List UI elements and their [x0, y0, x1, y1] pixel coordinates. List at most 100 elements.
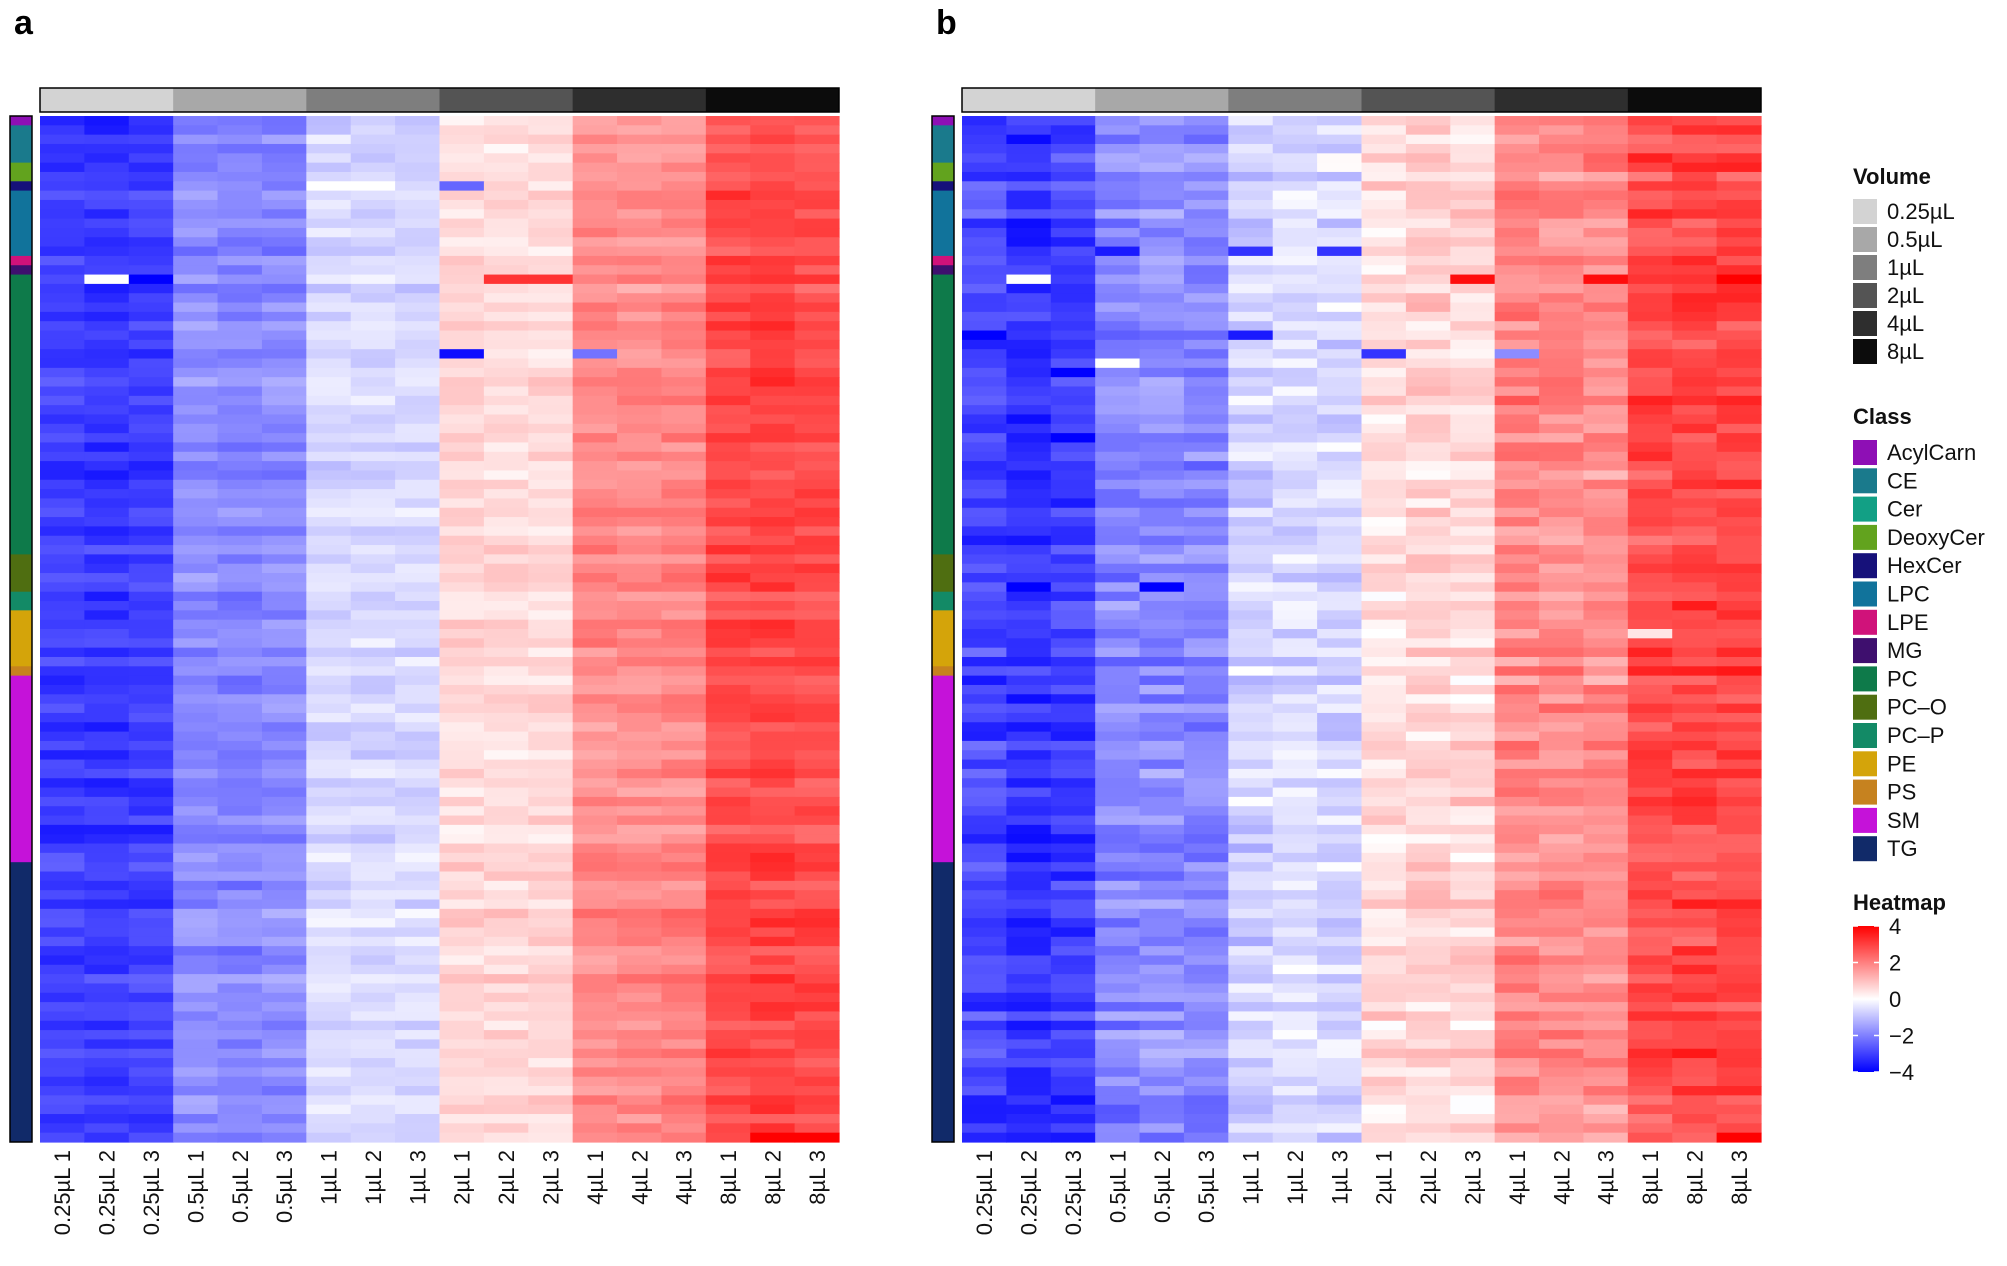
heatmap-cell	[1494, 759, 1540, 770]
heatmap-cell	[1494, 908, 1540, 919]
heatmap-cell	[1583, 1011, 1629, 1022]
heatmap-cell	[40, 899, 85, 910]
heatmap-cell	[1272, 890, 1318, 901]
heatmap-cell	[750, 899, 796, 910]
heatmap-cell	[217, 1011, 263, 1022]
heatmap-cell	[750, 274, 796, 285]
heatmap-cell	[1539, 955, 1585, 966]
heatmap-cell	[40, 787, 85, 798]
heatmap-cell	[84, 638, 130, 649]
heatmap-cell	[794, 171, 840, 182]
heatmap-cell	[1006, 377, 1052, 388]
heatmap-cell	[1494, 311, 1540, 322]
class-segment	[10, 265, 32, 276]
heatmap-cell	[1183, 880, 1229, 891]
heatmap-cell	[350, 209, 396, 220]
heatmap-cell	[1539, 414, 1585, 425]
heatmap-cell	[1672, 153, 1718, 164]
heatmap-cell	[572, 171, 618, 182]
heatmap-cell	[1583, 433, 1629, 444]
heatmap-cell	[1183, 759, 1229, 770]
class-segment	[932, 181, 954, 192]
heatmap-cell	[261, 740, 307, 751]
heatmap-cell	[962, 358, 1007, 369]
heatmap-cell	[572, 274, 618, 285]
heatmap-cell	[528, 703, 574, 714]
heatmap-cell	[1317, 983, 1363, 994]
heatmap-cell	[750, 507, 796, 518]
heatmap-cell	[1494, 442, 1540, 453]
heatmap-cell	[1583, 787, 1629, 798]
heatmap-cell	[439, 321, 485, 332]
heatmap-cell	[84, 339, 130, 350]
heatmap-cell	[528, 591, 574, 602]
heatmap-cell	[1095, 190, 1141, 201]
heatmap-cell	[1317, 517, 1363, 527]
column-label: 0.5µL 2	[228, 1150, 253, 1223]
heatmap-cell	[794, 787, 840, 798]
heatmap-cell	[1583, 526, 1629, 537]
heatmap-cell	[1627, 908, 1673, 919]
heatmap-cell	[572, 787, 618, 798]
heatmap-cell	[1317, 1030, 1363, 1040]
heatmap-cell	[1272, 349, 1318, 360]
heatmap-cell	[1272, 321, 1318, 332]
heatmap-cell	[1405, 274, 1451, 285]
heatmap-cell	[350, 1020, 396, 1031]
heatmap-cell	[306, 656, 352, 667]
heatmap-cell	[1361, 964, 1407, 975]
column-label: 1µL 1	[1239, 1150, 1264, 1205]
heatmap-cell	[350, 283, 396, 294]
heatmap-cell	[1627, 377, 1673, 388]
heatmap-cell	[1139, 1030, 1185, 1040]
heatmap-cell	[617, 927, 663, 938]
heatmap-cell	[572, 162, 618, 173]
heatmap-cell	[1317, 843, 1363, 854]
heatmap-cell	[483, 629, 529, 639]
heatmap-cell	[1405, 377, 1451, 388]
heatmap-cell	[705, 433, 751, 444]
heatmap-cell	[306, 1048, 352, 1059]
heatmap-cell	[572, 731, 618, 742]
heatmap-cell	[750, 852, 796, 863]
heatmap-cell	[1361, 433, 1407, 444]
heatmap-cell	[661, 162, 707, 173]
heatmap-cell	[40, 293, 85, 304]
heatmap-cell	[1716, 1048, 1762, 1059]
heatmap-cell	[483, 442, 529, 453]
heatmap-cell	[128, 302, 174, 313]
heatmap-cell	[705, 143, 751, 154]
heatmap-cell	[439, 936, 485, 947]
heatmap-cell	[1139, 675, 1185, 686]
heatmap-cell	[750, 983, 796, 994]
heatmap-cell	[84, 768, 130, 779]
heatmap-cell	[483, 255, 529, 266]
heatmap-cell	[40, 703, 85, 714]
heatmap-cell	[617, 255, 663, 266]
heatmap-cell	[1006, 1132, 1052, 1143]
volume-segment	[1627, 88, 1762, 112]
heatmap-cell	[1361, 703, 1407, 714]
heatmap-cell	[261, 1123, 307, 1134]
heatmap-cell	[1716, 377, 1762, 388]
heatmap-cell	[306, 1020, 352, 1031]
heatmap-cell	[1716, 451, 1762, 462]
heatmap-cell	[617, 1104, 663, 1115]
heatmap-cell	[528, 675, 574, 686]
heatmap-cell	[350, 199, 396, 210]
heatmap-cell	[1672, 712, 1718, 723]
heatmap-cell	[1405, 405, 1451, 416]
heatmap-cell	[1228, 302, 1274, 313]
heatmap-cell	[1050, 171, 1096, 182]
heatmap-cell	[128, 936, 174, 947]
heatmap-cell	[1405, 666, 1451, 677]
heatmap-cell	[84, 265, 130, 276]
heatmap-cell	[173, 573, 219, 583]
heatmap-cell	[1583, 116, 1629, 126]
heatmap-cell	[1006, 815, 1052, 826]
heatmap-cell	[128, 367, 174, 378]
heatmap-cell	[617, 367, 663, 378]
heatmap-cell	[1672, 946, 1718, 957]
heatmap-cell	[1139, 330, 1185, 341]
heatmap-cell	[1228, 740, 1274, 751]
